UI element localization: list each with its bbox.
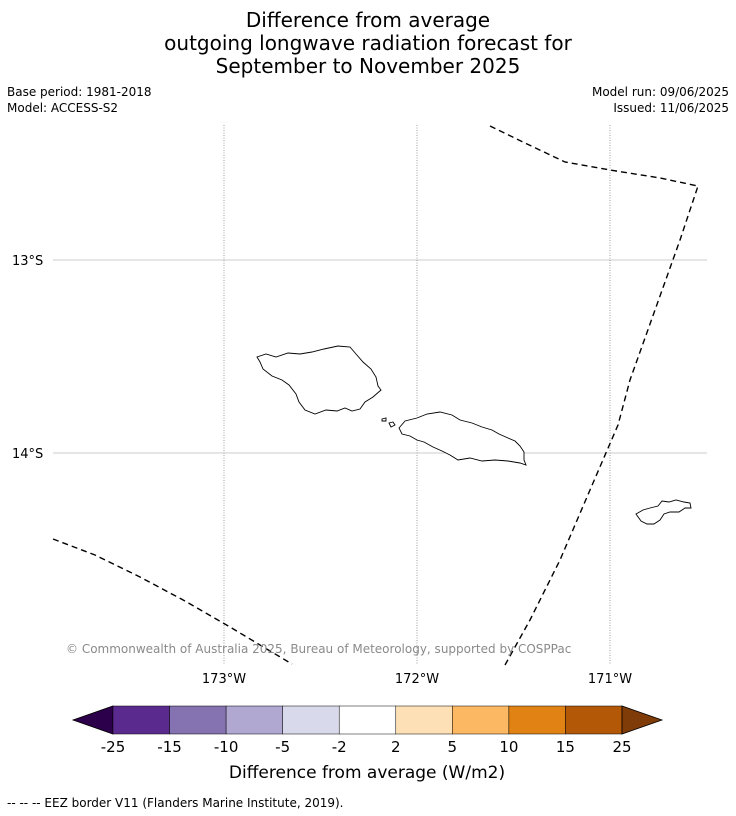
island-apolima <box>381 417 387 422</box>
colorbar-tick-label: 5 <box>448 738 458 756</box>
colorbar-tick-label: 15 <box>556 738 575 756</box>
colorbar <box>71 705 664 735</box>
colorbar-bin <box>169 705 227 735</box>
eez-borders <box>52 125 699 666</box>
colorbar-tick-label: -15 <box>157 738 182 756</box>
copyright-notice: © Commonwealth of Australia 2025, Bureau… <box>66 642 571 656</box>
title-line-1: Difference from average <box>245 8 491 32</box>
lon-label-173w: 173°W <box>202 672 246 687</box>
colorbar-extend-high <box>621 705 664 735</box>
colorbar-bin <box>112 705 170 735</box>
island-upolu <box>398 411 527 466</box>
lat-label-14s: 14°S <box>12 447 43 462</box>
colorbar-tick-label: -5 <box>275 738 290 756</box>
colorbar-ticks: -25 -15 -10 -5 -2 2 5 10 15 25 <box>101 738 632 756</box>
colorbar-tick-label: 2 <box>391 738 401 756</box>
colorbar-bin <box>395 705 453 735</box>
colorbar-title: Difference from average (W/m2) <box>229 763 505 783</box>
island-savaii <box>256 345 382 415</box>
lat-label-13s: 13°S <box>12 254 43 269</box>
lon-label-171w: 171°W <box>588 672 632 687</box>
title-line-2: outgoing longwave radiation forecast for <box>164 31 572 55</box>
model-name: Model: ACCESS-S2 <box>7 101 119 115</box>
base-period: Base period: 1981-2018 <box>7 85 152 99</box>
colorbar-tick-label: -25 <box>101 738 126 756</box>
colorbar-tick-label: -2 <box>332 738 347 756</box>
island-manono <box>388 421 396 428</box>
island-tutuila <box>635 499 692 525</box>
colorbar-bin <box>338 705 397 735</box>
eez-border-north <box>489 125 699 666</box>
colorbar-tick-label: 10 <box>499 738 518 756</box>
eez-border-southwest <box>52 538 293 665</box>
lat-labels: 13°S 14°S <box>12 254 43 462</box>
islands <box>256 345 692 525</box>
colorbar-tick-label: 25 <box>612 738 631 756</box>
title-line-3: September to November 2025 <box>215 54 521 78</box>
colorbar-extend-low <box>71 705 114 735</box>
colorbar-tick-label: -10 <box>214 738 239 756</box>
lon-label-172w: 172°W <box>395 672 439 687</box>
colorbar-bin <box>508 705 566 735</box>
issued-date: Issued: 11/06/2025 <box>613 101 729 115</box>
map-figure: 13°S 14°S 173°W 172°W 171°W © Commonweal… <box>12 125 707 783</box>
colorbar-bin <box>282 705 340 735</box>
model-run: Model run: 09/06/2025 <box>591 85 729 99</box>
eez-footnote: -- -- -- EEZ border V11 (Flanders Marine… <box>7 796 344 810</box>
colorbar-bin <box>452 705 510 735</box>
lon-labels: 173°W 172°W 171°W <box>202 672 632 687</box>
colorbar-bin <box>565 705 623 735</box>
graticule <box>53 125 707 665</box>
colorbar-bin <box>225 705 283 735</box>
